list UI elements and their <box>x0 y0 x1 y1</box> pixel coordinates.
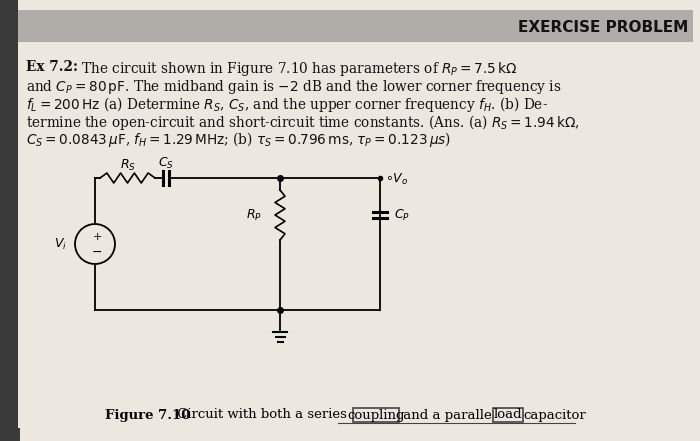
Text: $C_S$: $C_S$ <box>158 155 174 171</box>
Text: EXERCISE PROBLEM: EXERCISE PROBLEM <box>518 20 688 35</box>
Circle shape <box>75 224 115 264</box>
Text: $C_P$: $C_P$ <box>394 207 410 223</box>
Text: capacitor: capacitor <box>523 408 586 422</box>
Text: and a paralle: and a paralle <box>399 408 491 422</box>
Text: Ex 7.2:: Ex 7.2: <box>26 60 78 74</box>
Text: $R_P$: $R_P$ <box>246 207 262 223</box>
Text: $V_i$: $V_i$ <box>54 236 67 251</box>
Bar <box>353 408 399 422</box>
Text: coupling: coupling <box>347 408 405 422</box>
FancyBboxPatch shape <box>0 0 18 441</box>
FancyBboxPatch shape <box>0 428 20 441</box>
Bar <box>493 408 523 422</box>
Text: $C_S = 0.0843\,\mu\mathrm{F}$, $f_H = 1.29\,\mathrm{MHz}$; (b) $\tau_S = 0.796\,: $C_S = 0.0843\,\mu\mathrm{F}$, $f_H = 1.… <box>26 130 451 149</box>
Text: termine the open-circuit and short-circuit time constants. (Ans. (a) $R_S = 1.94: termine the open-circuit and short-circu… <box>26 112 580 131</box>
Text: and $C_P = 80\,\mathrm{pF}$. The midband gain is $-2$ dB and the lower corner fr: and $C_P = 80\,\mathrm{pF}$. The midband… <box>26 78 561 96</box>
Text: Figure 7.10: Figure 7.10 <box>105 408 190 422</box>
FancyBboxPatch shape <box>18 10 693 42</box>
Text: $f_L = 200\,\mathrm{Hz}$ (a) Determine $R_S$, $C_S$, and the upper corner freque: $f_L = 200\,\mathrm{Hz}$ (a) Determine $… <box>26 95 548 114</box>
Text: Circuit with both a series: Circuit with both a series <box>173 408 347 422</box>
Text: +: + <box>92 232 102 242</box>
Text: −: − <box>92 246 102 258</box>
FancyBboxPatch shape <box>18 0 700 441</box>
Text: $\circ V_o$: $\circ V_o$ <box>385 172 408 187</box>
Text: $R_S$: $R_S$ <box>120 157 136 172</box>
Text: load: load <box>494 408 522 422</box>
Text: The circuit shown in Figure 7.10 has parameters of $R_P = 7.5\,\mathrm{k\Omega}$: The circuit shown in Figure 7.10 has par… <box>77 60 517 78</box>
